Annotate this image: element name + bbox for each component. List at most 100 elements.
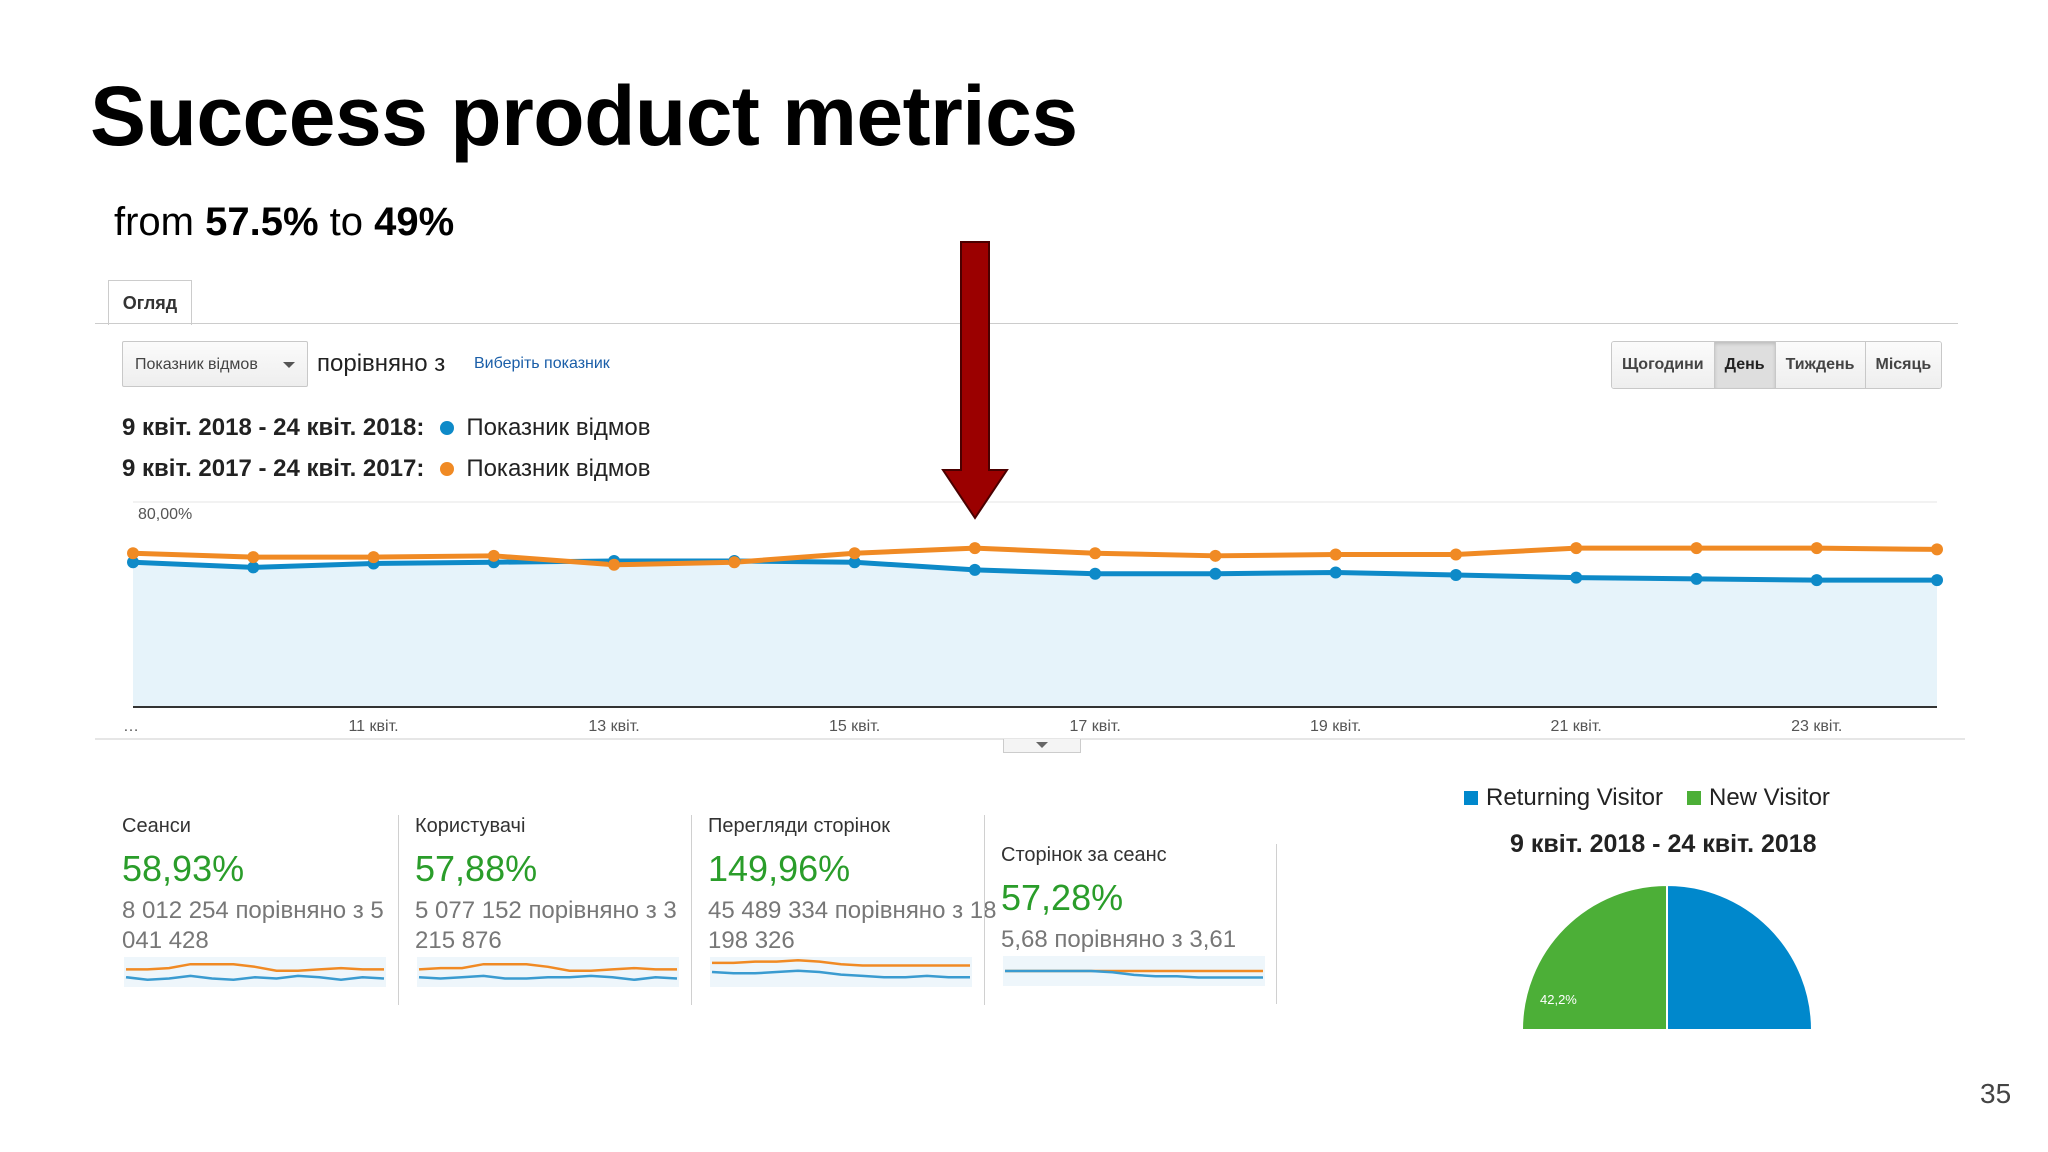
y-tick-label: 80,00% [138, 506, 192, 523]
x-tick-label: 13 квіт. [588, 718, 639, 735]
x-tick-label: 17 квіт. [1069, 718, 1120, 735]
granularity-month-button[interactable]: Місяць [1864, 342, 1942, 388]
chart-area-2018 [133, 560, 1937, 707]
pie-legend: Returning Visitor New Visitor [1464, 784, 1830, 812]
chart-collapse-toggle[interactable] [1003, 739, 1081, 753]
data-point-2018 [848, 556, 861, 569]
down-arrow-icon [940, 241, 1009, 520]
legend-metric: Показник відмов [466, 414, 651, 441]
granularity-day-button[interactable]: День [1713, 342, 1775, 388]
sparkline-background [124, 957, 386, 987]
sparkline-previous [418, 962, 677, 972]
data-point-2018 [127, 556, 139, 569]
data-point-2017 [728, 556, 741, 569]
legend-range: 9 квіт. 2017 - 24 квіт. 2017: [122, 455, 425, 482]
scorecard-percent: 58,93% [122, 848, 245, 889]
pie-slice-label: 42,2% [1540, 992, 1577, 1007]
data-point-2018 [1690, 572, 1703, 585]
data-point-2017 [1449, 548, 1462, 561]
scorecard-pageviews[interactable]: Перегляди сторінок 149,96% 45 489 334 по… [708, 815, 998, 1005]
chevron-down-icon [283, 362, 295, 368]
scorecard-title: Користувачі [415, 815, 526, 837]
data-point-2017 [487, 549, 500, 562]
legend-dot-icon [440, 421, 455, 435]
scorecard-compare: 5 077 152 порівняно з 3 215 876 [415, 897, 677, 954]
granularity-week-button[interactable]: Тиждень [1774, 342, 1865, 388]
scorecard-title: Перегляди сторінок [708, 815, 891, 837]
select-metric-link[interactable]: Виберіть показник [474, 355, 610, 372]
legend-range: 9 квіт. 2018 - 24 квіт. 2018: [122, 414, 425, 441]
pie-legend-new: New Visitor [1708, 784, 1830, 811]
data-point-2017 [1570, 542, 1583, 555]
scorecard-title: Сеанси [122, 815, 191, 837]
series-line-2017 [132, 545, 1938, 568]
scorecard-sparkline [417, 957, 679, 987]
tab-divider [95, 323, 1958, 324]
data-point-2018 [1931, 574, 1943, 587]
sparkline-background [417, 957, 679, 987]
data-point-2017 [848, 547, 861, 560]
bounce-rate-line-chart: 80,00%40,00%…11 квіт.13 квіт.15 квіт.17 … [95, 501, 1965, 740]
data-point-2018 [1810, 574, 1823, 587]
data-point-2017 [1209, 549, 1222, 562]
series-line-2018 [132, 558, 1937, 583]
scorecard-divider [691, 815, 692, 1005]
data-point-2018 [1570, 571, 1583, 584]
x-tick-label: 23 квіт. [1791, 718, 1842, 735]
scorecard-title: Сторінок за сеанс [1001, 844, 1167, 866]
scorecard-percent: 57,88% [415, 848, 538, 889]
x-tick-label: … [123, 718, 139, 735]
scorecard-compare: 45 489 334 порівняно з 18 198 326 [708, 897, 997, 954]
subtitle-from-value: 57.5% [205, 200, 319, 244]
legend-square-icon [1464, 791, 1478, 805]
data-point-2017 [1329, 548, 1342, 561]
slide-subtitle: from 57.5% to 49% [114, 200, 454, 245]
legend-item-2018: 9 квіт. 2018 - 24 квіт. 2018: Показник в… [122, 414, 651, 442]
tab-overview[interactable]: Огляд [108, 280, 192, 325]
granularity-hourly-button[interactable]: Щогодини [1612, 342, 1714, 388]
data-point-2017 [1810, 542, 1823, 555]
subtitle-to-value: 49% [374, 200, 455, 244]
data-point-2017 [608, 558, 621, 571]
scorecard-compare: 5,68 порівняно з 3,61 [1001, 926, 1237, 953]
metric-select[interactable]: Показник відмов [122, 341, 308, 387]
pie-date-range: 9 квіт. 2018 - 24 квіт. 2018 [1510, 830, 1817, 858]
scorecard-divider [398, 815, 399, 1005]
sparkline-current [125, 974, 385, 982]
x-tick-label: 19 квіт. [1310, 718, 1361, 735]
scorecard-sparkline [710, 957, 972, 987]
sparkline-previous [712, 959, 970, 967]
scorecard-users[interactable]: Користувачі 57,88% 5 077 152 порівняно з… [415, 815, 705, 1005]
sparkline-previous [126, 962, 384, 972]
data-point-2018 [1449, 569, 1462, 582]
scorecard-compare: 8 012 254 порівняно з 5 041 428 [122, 897, 384, 954]
legend-square-icon [1686, 791, 1701, 805]
scorecard-pages-per-session[interactable]: Сторінок за сеанс 57,28% 5,68 порівняно … [1001, 844, 1291, 1034]
data-point-2018 [1329, 566, 1342, 579]
scorecard-sparkline [124, 957, 386, 987]
legend-metric: Показник відмов [466, 455, 651, 482]
scorecard-sparkline [1003, 956, 1265, 986]
granularity-toggle: Щогодини День Тиждень Місяць [1611, 341, 1943, 389]
data-point-2017 [1690, 542, 1703, 555]
metric-select-value: Показник відмов [135, 356, 258, 373]
subtitle-middle: to [318, 200, 375, 244]
subtitle-prefix: from [114, 200, 206, 244]
scorecard-percent: 57,28% [1001, 877, 1124, 918]
legend-dot-icon [440, 462, 455, 476]
legend-item-2017: 9 квіт. 2017 - 24 квіт. 2017: Показник в… [122, 455, 651, 483]
data-point-2017 [247, 551, 260, 564]
scorecard-sessions[interactable]: Сеанси 58,93% 8 012 254 порівняно з 5 04… [122, 815, 412, 1005]
slide-title: Success product metrics [90, 69, 1078, 163]
chevron-down-icon [1036, 742, 1048, 748]
data-point-2018 [968, 563, 981, 576]
page-number: 35 [1980, 1078, 2012, 1109]
compare-label: порівняно з [317, 350, 446, 377]
data-point-2017 [127, 547, 139, 560]
scorecard-divider [1276, 844, 1277, 1004]
pie-slice-returning [1666, 883, 1814, 1031]
x-tick-label: 21 квіт. [1551, 718, 1602, 735]
sparkline-current [711, 969, 970, 979]
pie-slice-new [1520, 883, 1668, 1031]
sparkline-current [418, 974, 678, 982]
